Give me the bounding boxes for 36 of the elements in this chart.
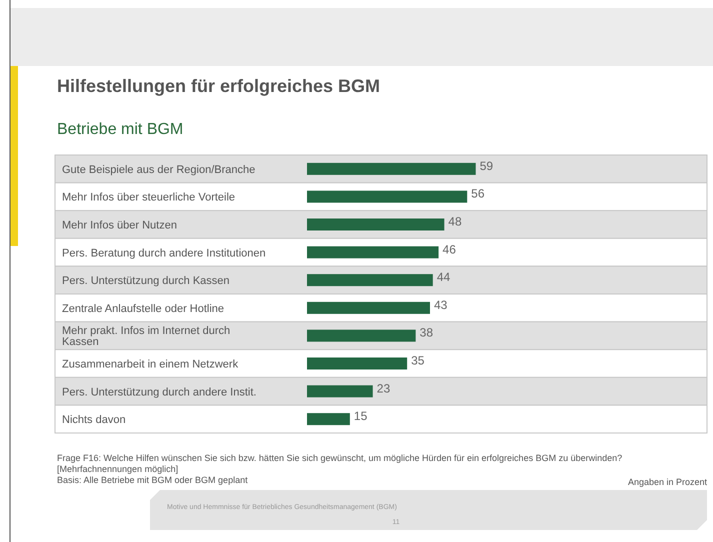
data-label: 48 — [448, 214, 462, 228]
y-tick-label: Mehr Infos über steuerliche Vorteile — [62, 192, 236, 204]
bar — [307, 218, 444, 230]
bar — [307, 162, 476, 175]
data-label: 15 — [354, 409, 368, 424]
bar — [307, 246, 439, 258]
y-tick-label: Pers. Unterstützung durch andere Instit. — [62, 386, 256, 398]
bar — [307, 302, 430, 314]
y-tick-label: Zentrale Anlaufstelle oder Hotline — [62, 302, 224, 315]
data-label: 38 — [420, 326, 434, 340]
chart-title: Hilfestellungen für erfolgreiches BGM — [57, 76, 380, 96]
y-tick-label: Nichts davon — [62, 414, 126, 426]
data-label: 44 — [436, 270, 451, 284]
bar — [307, 385, 373, 398]
bar — [307, 274, 433, 286]
data-label: 56 — [471, 186, 485, 201]
text: Betriebe mit BGM — [57, 121, 184, 138]
bar — [307, 330, 416, 342]
data-label: 35 — [411, 354, 425, 368]
bar — [307, 190, 468, 203]
data-label: 46 — [442, 242, 456, 256]
y-tick-label: Mehr Infos über Nutzen — [62, 220, 177, 232]
y-tick-label: Pers. Beratung durch andere Institutionen — [62, 247, 266, 260]
data-label: 59 — [480, 158, 494, 173]
bar — [307, 413, 350, 426]
y-tick-label: Mehr prakt. Infos im Internet durch Kassen — [62, 325, 230, 348]
text: Basis: Alle Betriebe mit BGM oder BGM geplant — [57, 475, 248, 485]
data-label: 43 — [434, 298, 448, 312]
bar — [307, 358, 408, 370]
data-label: 23 — [376, 381, 390, 396]
text: [Mehrfachnennungen möglich] — [57, 464, 178, 474]
text: Angaben in Prozent — [628, 477, 708, 487]
y-tick-label: Zusammenarbeit in einem Netzwerk — [62, 358, 239, 370]
text: Frage F16: Welche Hilfen wünschen Sie sich bzw. hätten Sie sich gewünscht, um mögliche Hürden für ein erfolgreiches BGM zu überwinden? — [57, 453, 622, 463]
y-tick-label: Gute Beispiele aus der Region/Branche — [62, 164, 256, 176]
y-tick-label: Pers. Unterstützung durch Kassen — [62, 275, 230, 288]
